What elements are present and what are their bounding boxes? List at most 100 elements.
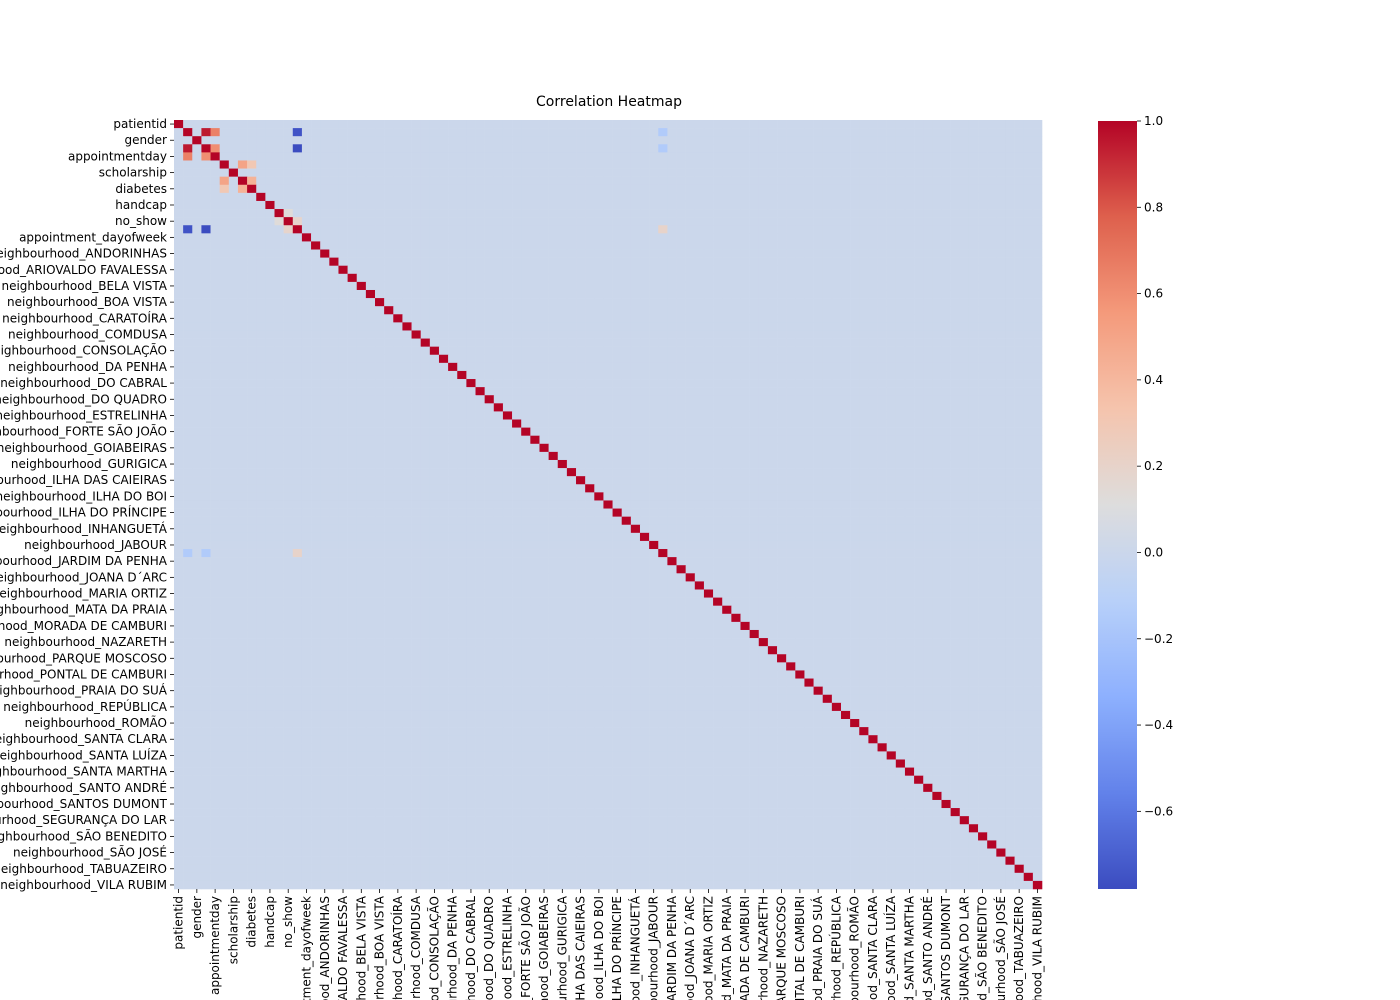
heatmap-cell [438, 273, 449, 283]
heatmap-cell [301, 281, 312, 291]
heatmap-cell [703, 346, 714, 356]
heatmap-cell [502, 257, 513, 267]
heatmap-cell [932, 411, 942, 420]
heatmap-cell [512, 144, 522, 153]
heatmap-cell [895, 241, 906, 250]
heatmap-cell [722, 338, 732, 347]
heatmap-cell [612, 435, 623, 445]
heatmap-cell [941, 403, 951, 412]
heatmap-cell [895, 411, 906, 420]
heatmap-cell [283, 403, 294, 412]
heatmap-cell [448, 468, 458, 477]
heatmap-cell [621, 314, 632, 323]
heatmap-cell [438, 298, 449, 307]
heatmap-cell [804, 338, 814, 347]
heatmap-cell [685, 136, 696, 145]
heatmap-cell [338, 289, 348, 299]
heatmap-cell [649, 387, 659, 396]
heatmap-cell [914, 532, 924, 542]
heatmap-cell [466, 500, 476, 509]
heatmap-cell [667, 395, 677, 404]
heatmap-cell [192, 249, 202, 258]
heatmap-cell [493, 257, 504, 267]
heatmap-cell [612, 338, 623, 347]
heatmap-cell [448, 362, 458, 372]
heatmap-cell [731, 200, 741, 210]
heatmap-cell [557, 176, 568, 186]
heatmap-cell [237, 508, 248, 517]
heatmap-cell [521, 362, 531, 372]
heatmap-cell [274, 500, 284, 509]
heatmap-cell [210, 435, 220, 445]
heatmap-cell [256, 306, 266, 315]
heatmap-cell [959, 484, 970, 493]
heatmap-cell [978, 306, 988, 315]
heatmap-cell [256, 120, 266, 129]
heatmap-cell [274, 160, 284, 169]
heatmap-cell [192, 516, 202, 526]
heatmap-cell [822, 168, 833, 177]
heatmap-cell [1023, 346, 1034, 356]
heatmap-cell [649, 370, 659, 380]
heatmap-cell [859, 136, 869, 145]
heatmap-cell [548, 128, 559, 137]
heatmap-cell [228, 289, 239, 299]
heatmap-cell [457, 354, 467, 364]
heatmap-cell [904, 225, 915, 234]
heatmap-cell [228, 435, 239, 445]
heatmap-cell [448, 395, 458, 404]
heatmap-cell [311, 265, 321, 275]
heatmap-cell [594, 395, 604, 404]
heatmap-cell [192, 152, 202, 161]
heatmap-cell [850, 379, 860, 388]
heatmap-cell [840, 484, 851, 493]
heatmap-cell [247, 209, 257, 218]
heatmap-cell [384, 265, 394, 275]
heatmap-cell [822, 176, 833, 186]
heatmap-cell [265, 370, 275, 380]
heatmap-cell [594, 476, 604, 485]
heatmap-cell [457, 508, 467, 517]
heatmap-cell [530, 508, 540, 517]
heatmap-cell [767, 516, 778, 526]
heatmap-cell [996, 338, 1006, 347]
heatmap-cell [621, 273, 632, 283]
heatmap-cell [585, 468, 595, 477]
heatmap-cell [201, 354, 211, 364]
heatmap-cell [658, 346, 668, 356]
heatmap-cell [292, 257, 303, 267]
heatmap-cell [219, 217, 230, 226]
heatmap-cell [429, 265, 440, 275]
heatmap-cell [959, 249, 970, 258]
heatmap-cell [493, 273, 504, 283]
heatmap-cell [420, 379, 431, 388]
heatmap-cell [438, 362, 449, 372]
heatmap-cell [247, 176, 257, 186]
heatmap-cell [475, 459, 485, 469]
heatmap-cell [1014, 468, 1025, 477]
heatmap-cell [411, 387, 421, 396]
heatmap-cell [831, 314, 842, 323]
heatmap-cell [1014, 160, 1025, 169]
heatmap-cell [959, 306, 970, 315]
heatmap-cell [859, 314, 869, 323]
heatmap-cell [1005, 120, 1015, 129]
heatmap-cell [466, 451, 476, 461]
heatmap-cell [795, 289, 805, 299]
heatmap-cell [265, 184, 275, 194]
heatmap-cell [594, 225, 604, 234]
heatmap-cell [713, 136, 723, 145]
heatmap-cell [521, 136, 531, 145]
heatmap-cell [996, 144, 1006, 153]
heatmap-cell [329, 176, 339, 186]
heatmap-cell [923, 484, 933, 493]
heatmap-cell [466, 468, 476, 477]
heatmap-cell [777, 419, 787, 428]
heatmap-cell [813, 144, 824, 153]
heatmap-cell [475, 330, 485, 339]
heatmap-cell [320, 120, 330, 129]
heatmap-cell [201, 209, 211, 218]
heatmap-cell [183, 152, 193, 161]
heatmap-cell [758, 395, 769, 404]
heatmap-cell [877, 395, 887, 404]
